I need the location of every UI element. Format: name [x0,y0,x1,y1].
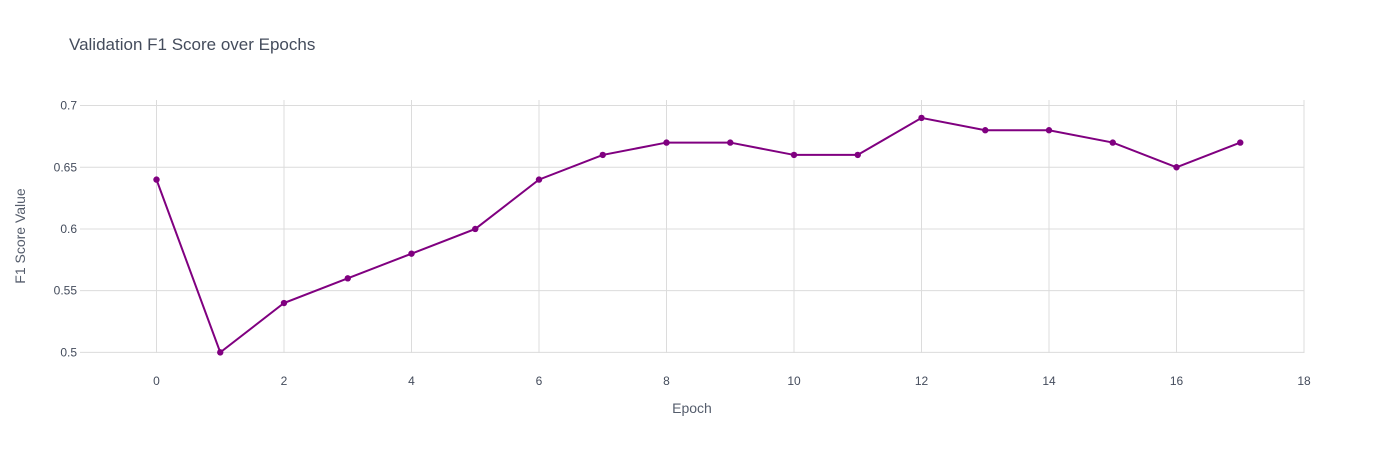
y-axis-ticks: 0.5 0.55 0.6 0.65 0.7 [54,99,78,360]
x-tick-label: 18 [1297,374,1311,388]
data-point[interactable] [280,299,288,307]
data-point[interactable] [1109,139,1116,146]
data-point[interactable] [344,275,351,282]
data-point[interactable] [663,139,670,146]
x-axis-title: Epoch [672,400,712,416]
data-point[interactable] [918,114,925,122]
data-point[interactable] [790,151,798,159]
y-axis-title: F1 Score Value [12,188,28,284]
y-tick-label: 0.55 [54,284,78,298]
y-tick-label: 0.6 [60,222,77,236]
y-tick-label: 0.5 [60,345,77,359]
data-point[interactable] [408,250,415,257]
x-tick-label: 8 [663,374,670,388]
series-layer [153,114,1244,356]
x-tick-label: 12 [915,374,929,388]
data-point[interactable] [217,349,224,356]
data-point[interactable] [153,176,160,183]
y-tick-label: 0.7 [60,99,77,113]
x-axis-ticks: 0 2 4 6 8 10 12 14 16 18 [153,374,1311,388]
data-point[interactable] [535,176,543,183]
data-point[interactable] [727,139,734,146]
x-tick-label: 16 [1170,374,1184,388]
data-point[interactable] [1237,139,1244,146]
data-point[interactable] [854,151,861,159]
data-point[interactable] [1173,164,1180,171]
x-tick-label: 4 [408,374,415,388]
data-point[interactable] [599,151,606,159]
data-point[interactable] [982,127,989,134]
x-tick-label: 6 [536,374,543,388]
x-tick-label: 14 [1042,374,1056,388]
x-tick-label: 2 [281,374,288,388]
grid [80,100,1305,353]
x-tick-label: 10 [787,374,801,388]
y-tick-label: 0.65 [54,160,78,174]
x-tick-label: 0 [153,374,160,388]
chart-title: Validation F1 Score over Epochs [69,35,315,54]
data-point[interactable] [1045,127,1053,134]
data-point[interactable] [472,225,479,233]
series-line [155,116,1241,355]
